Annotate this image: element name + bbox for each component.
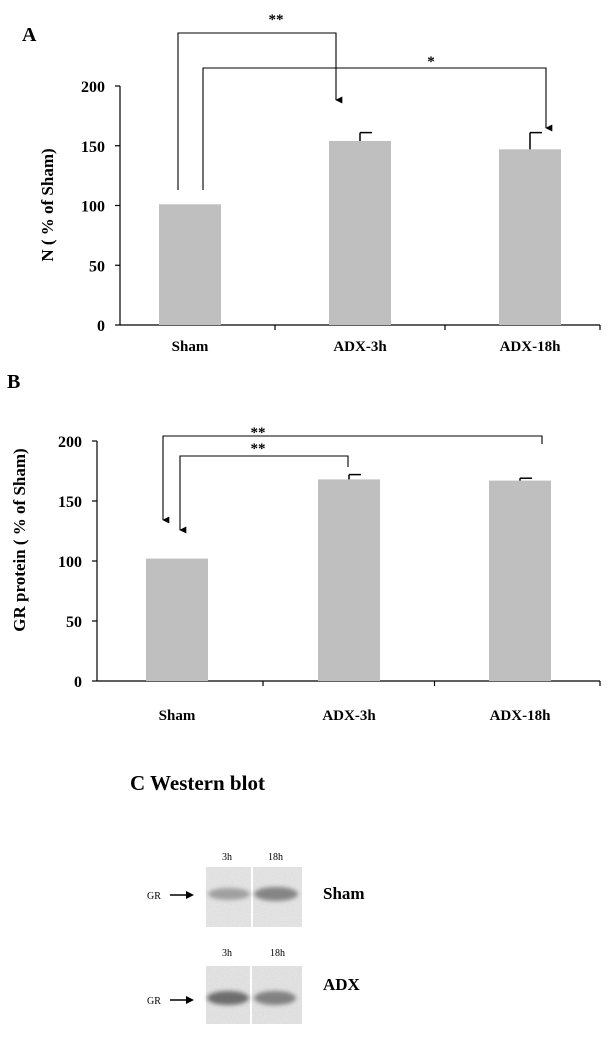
lane-label: 18h <box>270 948 285 959</box>
blot-row-adx: 3h 18h GR ADX <box>147 948 361 1024</box>
bar <box>329 140 391 325</box>
gr-marker-label: GR <box>147 891 161 902</box>
blot-row-sham: 3h 18h GR Sham <box>147 852 365 927</box>
significance-bracket <box>162 435 543 524</box>
x-category-label: ADX-18h <box>500 339 561 355</box>
panel-c-western-blot: C Western blot 3h 18h GR Sham 3h 18h <box>130 771 365 1024</box>
significance-bracket <box>177 32 343 190</box>
y-tick-label: 100 <box>81 199 105 216</box>
y-tick-label: 0 <box>97 318 105 335</box>
significance-label: ** <box>251 425 266 441</box>
panel-b-label: B <box>7 371 20 393</box>
blot-image-adx <box>206 966 302 1024</box>
significance-bracket <box>202 67 553 190</box>
bar <box>318 479 380 681</box>
panel-a-chart: A N ( % of Sham) 0 50 100 150 200 Sham ADX-3h A… <box>22 12 601 355</box>
gr-arrow-icon <box>170 996 194 1004</box>
panel-b-plot-area: 0 50 100 150 200 Sham ADX-3h ADX-18h **** <box>58 425 601 724</box>
panel-a-label: A <box>22 24 37 46</box>
x-category-label: ADX-3h <box>322 708 376 724</box>
significance-label: ** <box>269 12 284 28</box>
y-tick-label: 50 <box>66 614 82 631</box>
lane-label: 3h <box>222 852 232 863</box>
gr-arrow-icon <box>170 891 194 899</box>
y-tick-label: 50 <box>89 258 105 275</box>
lane-label: 18h <box>268 852 283 863</box>
bar <box>159 204 221 325</box>
significance-label: * <box>427 54 435 70</box>
lane-label: 3h <box>222 948 232 959</box>
y-tick-label: 150 <box>58 494 82 511</box>
y-tick-label: 200 <box>58 434 82 451</box>
panel-b-y-axis-label: GR protein ( % of Sham) <box>10 448 29 631</box>
blot-image-sham <box>206 867 302 927</box>
bar <box>146 558 208 681</box>
y-tick-label: 200 <box>81 79 105 96</box>
western-blot-title: C Western blot <box>130 771 265 795</box>
y-tick-label: 150 <box>81 139 105 156</box>
y-tick-label: 100 <box>58 554 82 571</box>
bar <box>489 480 551 681</box>
gr-marker-label: GR <box>147 996 161 1007</box>
bar <box>499 149 561 325</box>
x-category-label: ADX-18h <box>490 708 551 724</box>
x-category-label: ADX-3h <box>333 339 387 355</box>
panel-b-chart: B GR protein ( % of Sham) 0 50 100 150 200 Sh… <box>7 371 601 724</box>
panel-a-y-axis-label: N ( % of Sham) <box>38 148 57 261</box>
x-category-label: Sham <box>172 339 209 355</box>
significance-bracket <box>179 455 349 534</box>
blot-condition-label: Sham <box>323 884 365 903</box>
y-tick-label: 0 <box>74 674 82 691</box>
significance-label: ** <box>251 441 266 457</box>
blot-condition-label: ADX <box>323 975 361 994</box>
x-category-label: Sham <box>159 708 196 724</box>
